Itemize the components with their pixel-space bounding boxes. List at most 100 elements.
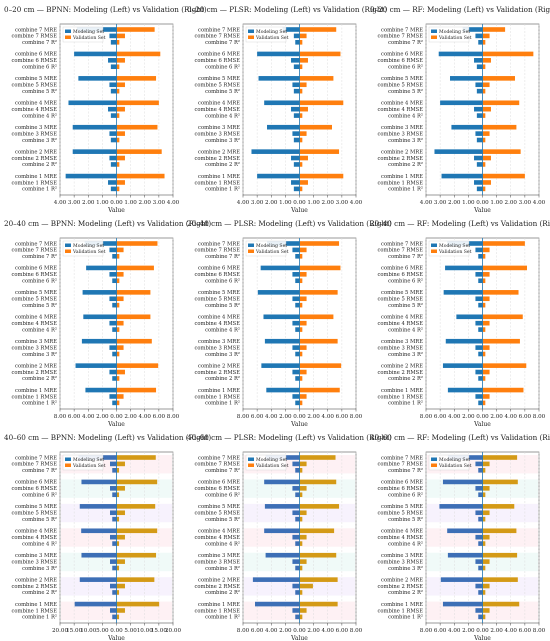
x-tick-label: 6.00 [336,628,349,634]
bar-validation [299,387,340,393]
bar-validation [116,516,120,522]
row-label: combine 7 RMSE [12,462,58,468]
bar-validation [299,504,340,509]
bar-validation [482,254,486,259]
bar-validation [116,504,156,509]
row-label: combine 4 MRE [198,315,240,321]
bar-validation [299,40,303,45]
x-tick-label: 0.00 [110,414,123,420]
row-label: combine 4 RMSE [195,321,241,327]
x-tick-label: 8.00 [54,414,67,420]
x-tick-label: 1.00 [307,200,320,206]
legend-label-validation: Validation Set [438,249,472,255]
bar-modeling [440,577,483,582]
x-tick-label: 8.00 [167,414,180,420]
bar-validation [482,492,486,498]
bar-modeling [478,278,483,284]
row-label: combine 6 MRE [381,266,423,272]
row-label: combine 7 R² [205,468,240,474]
bar-modeling [295,327,300,332]
bar-validation [482,504,515,509]
legend-label-modeling: Modeling Set [439,243,470,249]
bar-validation [299,376,303,381]
bar-validation [299,314,334,320]
bar-modeling [478,254,483,259]
legend-swatch-validation [248,249,254,253]
row-label: combine 6 RMSE [12,58,58,64]
bar-modeling [258,76,300,81]
bar-validation [116,162,120,167]
row-label: combine 4 RMSE [12,321,58,327]
bar-modeling [475,394,483,399]
bar-modeling [265,552,300,558]
chart-title: 40–60 cm — BPNN: Modeling (Left) vs Vali… [4,433,211,442]
row-label: combine 6 RMSE [378,272,424,278]
bar-modeling [109,247,117,253]
row-label: combine 6 R² [205,279,240,285]
bar-modeling [474,155,483,161]
row-label: combine 4 R² [205,541,240,547]
legend-swatch-modeling [431,243,437,247]
bar-modeling [110,137,117,143]
bar-validation [482,296,490,302]
row-label: combine 1 R² [22,615,57,621]
bar-validation [299,510,307,516]
bar-modeling [295,400,300,406]
row-label: combine 6 RMSE [12,272,58,278]
x-tick-label: 8.00 [237,628,250,634]
legend-swatch-modeling [431,457,437,461]
bar-validation [482,314,523,320]
row-label: combine 2 R² [205,590,240,596]
x-tick-label: 2.00 [265,200,278,206]
row-label: combine 7 RMSE [195,34,241,40]
row-label: combine 3 MRE [381,125,423,131]
bar-validation [299,345,307,350]
bar-validation [482,387,524,393]
row-label: combine 6 RMSE [12,486,58,492]
chart-title: 40–60 cm — PLSR: Modeling (Left) vs Vali… [187,433,392,442]
bar-validation [482,376,486,381]
row-label: combine 1 MRE [15,388,57,394]
x-tick-label: 6.00 [68,414,81,420]
row-label: combine 6 R² [388,279,423,285]
bar-modeling [266,387,300,393]
bar-modeling [292,369,300,375]
legend-swatch-modeling [65,457,71,461]
bar-modeling [295,278,300,284]
x-tick-label: 4.00 [322,628,335,634]
legend-label-validation: Validation Set [438,463,472,469]
legend-swatch-modeling [431,29,437,33]
bar-validation [299,577,338,582]
row-label: combine 4 MRE [198,101,240,107]
row-label: combine 1 R² [205,401,240,407]
row-label: combine 4 MRE [15,315,57,321]
bar-validation [482,180,491,185]
legend-swatch-modeling [65,29,71,33]
bar-modeling [443,290,483,295]
row-label: combine 7 MRE [15,455,57,461]
bar-modeling [74,601,117,607]
x-tick-label: 2.00 [279,628,292,634]
legend-label-modeling: Modeling Set [73,457,104,463]
bar-modeling [447,387,483,393]
bar-validation [482,100,520,106]
chart-panel-1: 0–20 cm — BPNN: Modeling (Left) vs Valid… [4,5,207,214]
x-tick-label: 2.00 [322,200,335,206]
row-label: combine 6 MRE [198,480,240,486]
row-label: combine 3 RMSE [378,345,424,351]
row-label: combine 1 MRE [15,602,57,608]
bar-validation [116,492,120,498]
bar-modeling [109,131,117,136]
row-label: combine 5 MRE [198,290,240,296]
bar-modeling [72,149,117,154]
row-label: combine 5 MRE [381,290,423,296]
bar-modeling [292,394,300,399]
bar-modeling [109,33,117,39]
bar-modeling [295,516,300,522]
legend-swatch-validation [248,35,254,39]
row-label: combine 5 R² [388,517,423,523]
legend-box [62,240,104,257]
row-label: combine 3 MRE [198,553,240,559]
row-label: combine 1 MRE [198,388,240,394]
legend-label-validation: Validation Set [255,35,289,41]
